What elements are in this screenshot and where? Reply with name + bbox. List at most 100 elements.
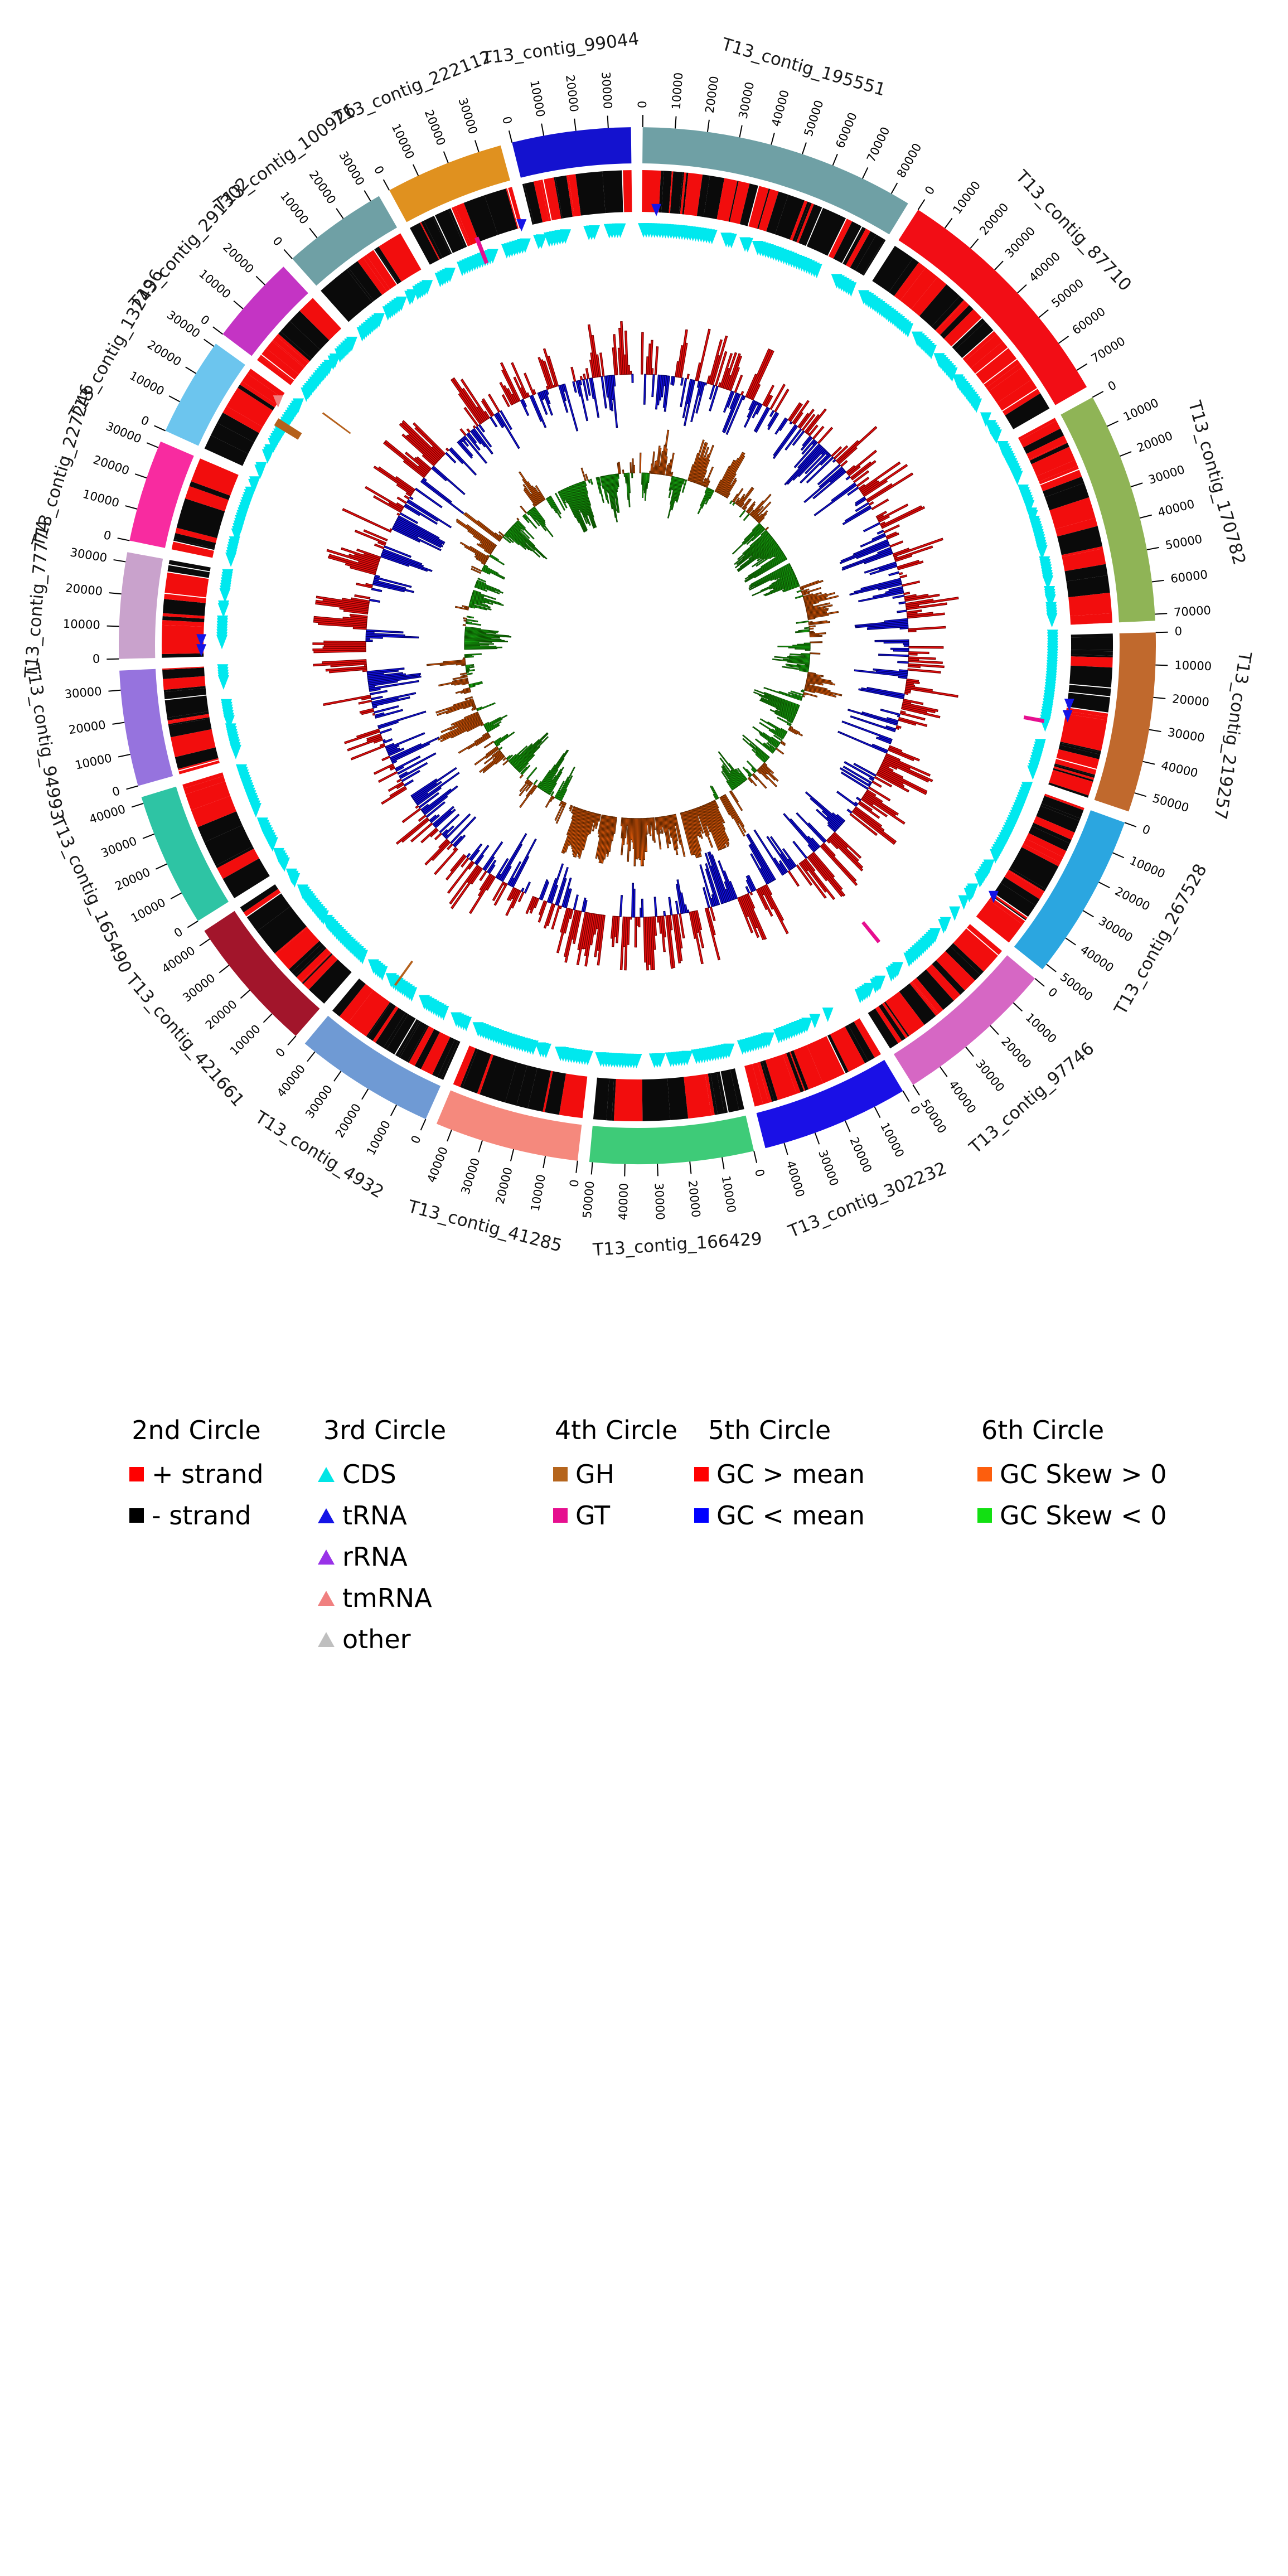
tick <box>1112 852 1125 859</box>
gc-bar <box>356 582 373 589</box>
strand-block <box>240 381 277 408</box>
strand-block <box>435 209 465 253</box>
gc-bar <box>750 853 769 885</box>
strand-ring <box>161 170 1113 1121</box>
gc-skew-bar <box>509 745 528 763</box>
gc-skew-bar <box>774 712 793 723</box>
gc-bar <box>769 836 794 869</box>
trna-marker <box>1064 699 1074 711</box>
gc-bar <box>805 791 844 825</box>
rrna-triangle-icon <box>318 1549 335 1565</box>
legend-item-gt: GT <box>553 1500 610 1531</box>
strand-block <box>782 1053 801 1094</box>
gc-skew-bar <box>466 669 475 672</box>
gc-skew-bar <box>721 455 745 496</box>
gc-bar <box>505 889 520 916</box>
gc-bar <box>675 900 680 915</box>
gc-bar <box>479 870 488 882</box>
tick-label: 10000 <box>527 79 548 118</box>
gc-bar <box>359 708 374 714</box>
gc-skew-bar <box>451 712 479 726</box>
gc-skew-bar <box>696 807 714 848</box>
gc-bar <box>595 354 602 377</box>
gc-skew-bar <box>476 580 501 592</box>
gc-bar <box>599 352 605 377</box>
gc-bar <box>538 357 551 390</box>
tick <box>706 119 710 132</box>
gc-bar <box>399 762 428 779</box>
gc-bar <box>908 646 944 649</box>
gc-bar <box>743 401 758 428</box>
gc-bar <box>862 795 906 825</box>
strand-block <box>682 172 689 215</box>
gc-skew-bar <box>709 490 715 500</box>
gc-skew-bar <box>801 587 821 595</box>
contig-segment <box>436 1090 582 1161</box>
gc-skew-bar <box>614 473 619 490</box>
strand-block <box>375 246 401 284</box>
gc-skew-bar <box>472 590 496 600</box>
gc-bar <box>745 893 767 940</box>
gc-skew-bar <box>808 621 830 626</box>
gc-bar <box>466 853 471 859</box>
gc-bar <box>658 916 662 934</box>
contig-segment <box>893 955 1035 1085</box>
strand-block <box>185 486 229 512</box>
strand-block <box>163 686 206 693</box>
gc-bar <box>407 498 452 529</box>
gc-skew-bar <box>743 513 750 521</box>
gc-bar <box>487 394 501 413</box>
gc-skew-bar <box>695 807 708 837</box>
gc-bar <box>749 843 773 883</box>
tick <box>508 130 513 143</box>
strand-block <box>1064 564 1108 582</box>
gc-skew-bar <box>757 545 779 562</box>
strand-block <box>167 711 209 721</box>
gc-bar <box>474 845 490 865</box>
gc-skew-bar <box>640 818 643 866</box>
tick-label: 10000 <box>62 617 100 632</box>
tick-label: 50000 <box>580 1180 597 1219</box>
gc-skew-bar <box>661 816 666 833</box>
tick-label: 20000 <box>333 1101 364 1140</box>
gc-bar <box>756 403 763 415</box>
gc-bar <box>695 381 706 414</box>
gc-bar <box>729 367 740 391</box>
gc-bar <box>855 502 870 512</box>
legend-item-gc-skew-0: GC Skew < 0 <box>977 1500 1167 1531</box>
tick <box>624 1164 626 1176</box>
gc-skew-bar <box>626 817 630 845</box>
gc-skew-bar <box>529 509 547 532</box>
tick-label: 70000 <box>1173 603 1211 619</box>
strand-block <box>916 969 954 1010</box>
gc-bar <box>577 912 587 951</box>
gc-skew-bar <box>773 734 783 742</box>
gc-skew-bar <box>545 768 562 794</box>
gc-skew-bar <box>462 624 466 626</box>
gc-bar <box>463 406 479 427</box>
gc-bar <box>849 812 878 836</box>
strand-block <box>348 261 382 301</box>
gc-bar <box>898 676 908 679</box>
strand-block <box>168 717 210 726</box>
strand-block <box>1061 546 1103 558</box>
gc-bar <box>895 727 899 730</box>
gc-skew-bar <box>737 532 769 560</box>
tick <box>657 1164 658 1176</box>
strand-block <box>524 181 543 225</box>
strand-block <box>516 1065 538 1108</box>
gc-bar <box>539 879 549 900</box>
strand-block <box>696 175 710 217</box>
gc-skew-bar <box>598 815 604 837</box>
tick-label: 10000 <box>127 369 166 398</box>
gc-skew-bar <box>650 817 655 841</box>
strand-block <box>943 309 982 347</box>
tick-label: 60000 <box>833 110 859 150</box>
strand-block <box>448 208 467 248</box>
strand-block <box>395 1019 419 1057</box>
gc-bar <box>707 851 727 903</box>
gc-bar <box>458 439 473 457</box>
tick-label: 40000 <box>616 1183 631 1220</box>
strand-block <box>967 924 1003 955</box>
gc-bar <box>893 538 943 558</box>
